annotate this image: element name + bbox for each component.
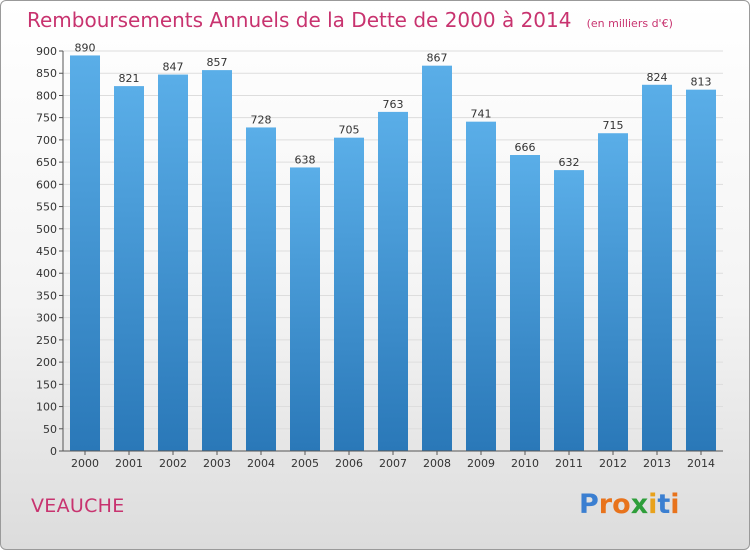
data-label-2005: 638 [295,153,316,166]
x-tick-label: 2001 [115,457,143,470]
bar-2000 [70,55,100,451]
y-tick-label: 450 [36,245,57,258]
data-label-2000: 890 [75,41,96,54]
bar-2003 [202,70,232,451]
data-label-2001: 821 [119,72,140,85]
bars [70,55,716,452]
y-tick-label: 0 [50,445,57,458]
bar-2014 [686,89,716,452]
bar-2002 [158,74,188,452]
y-tick-label: 800 [36,89,57,102]
y-tick-label: 200 [36,356,57,369]
x-axis-ticks: 2000 2001 2002 2003 2004 2005 2006 2007 2008 2009… [71,451,715,470]
bar-2008 [422,65,452,452]
data-label-2009: 741 [471,108,492,121]
data-label-2010: 666 [515,141,536,154]
y-tick-label: 850 [36,67,57,80]
commune-name: VEAUCHE [31,495,125,517]
x-tick-label: 2013 [643,457,671,470]
data-label-2008: 867 [427,52,448,65]
chart-title: Remboursements Annuels de la Dette de 20… [27,8,673,32]
bar-2013 [642,84,672,452]
y-tick-label: 700 [36,134,57,147]
x-tick-label: 2007 [379,457,407,470]
y-tick-label: 750 [36,112,57,125]
y-axis-ticks: 0 50 100 150 200 250 300 350 400 450 500 550 600 650 7… [36,45,63,458]
logo-letter: x [630,489,649,520]
bar-2006 [334,137,364,451]
x-tick-label: 2012 [599,457,627,470]
x-tick-label: 2002 [159,457,187,470]
data-label-2011: 632 [559,156,580,169]
bar-2011 [554,170,584,451]
y-tick-label: 100 [36,401,57,414]
y-tick-label: 550 [36,201,57,214]
data-label-2007: 763 [383,98,404,111]
data-labels: 890 821 847 857 728 638 705 763 867 741 666 632 715 8… [75,41,712,169]
x-tick-label: 2000 [71,457,99,470]
x-tick-label: 2008 [423,457,451,470]
x-tick-label: 2011 [555,457,583,470]
x-tick-label: 2003 [203,457,231,470]
y-tick-label: 400 [36,267,57,280]
data-label-2014: 813 [691,76,712,89]
logo-letter: i [648,489,658,520]
y-tick-label: 250 [36,334,57,347]
y-tick-label: 650 [36,156,57,169]
bar-2005 [290,167,320,451]
bar-2009 [466,121,496,452]
bar-2007 [378,111,408,451]
y-tick-label: 500 [36,223,57,236]
chart-title-text: Remboursements Annuels de la Dette de 20… [27,8,572,32]
data-label-2013: 824 [647,71,668,84]
logo-letter: t [657,489,671,520]
proxiti-logo: Proxiti [579,489,680,520]
x-tick-label: 2014 [687,457,715,470]
data-label-2006: 705 [339,124,360,137]
logo-letter: i [670,489,680,520]
x-tick-label: 2004 [247,457,275,470]
x-tick-label: 2006 [335,457,363,470]
chart-unit-note: (en milliers d'€) [586,17,673,30]
data-label-2012: 715 [603,119,624,132]
bar-2012 [598,133,628,451]
y-tick-label: 600 [36,178,57,191]
x-tick-label: 2005 [291,457,319,470]
data-label-2003: 857 [207,56,228,69]
bar-2010 [510,155,540,451]
y-tick-label: 300 [36,312,57,325]
bar-2004 [246,127,276,451]
y-tick-label: 50 [43,423,57,436]
x-tick-label: 2010 [511,457,539,470]
y-tick-label: 150 [36,378,57,391]
logo-letter: P [579,489,599,520]
bar-2001 [114,86,144,451]
data-label-2004: 728 [251,113,272,126]
data-label-2002: 847 [163,61,184,74]
logo-letter: r [598,489,613,520]
logo-letter: o [612,489,631,520]
x-tick-label: 2009 [467,457,495,470]
y-tick-label: 900 [36,45,57,58]
y-tick-label: 350 [36,289,57,302]
